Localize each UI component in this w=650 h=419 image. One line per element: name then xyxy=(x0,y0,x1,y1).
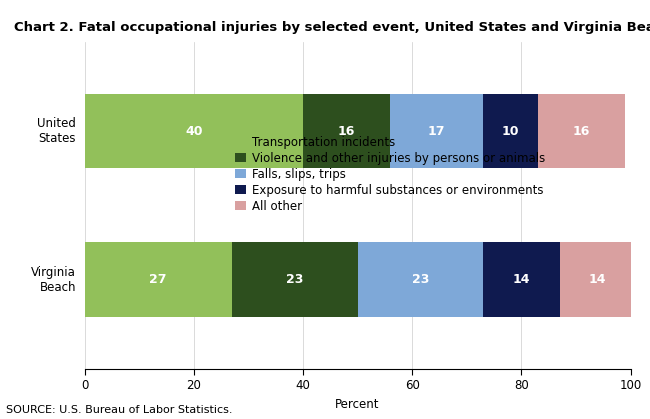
Text: 14: 14 xyxy=(513,273,530,286)
Bar xyxy=(390,94,483,168)
Text: Chart 2. Fatal occupational injuries by selected event, United States and Virgin: Chart 2. Fatal occupational injuries by … xyxy=(14,21,650,34)
Bar xyxy=(84,94,303,168)
Text: 10: 10 xyxy=(502,124,519,137)
Text: 23: 23 xyxy=(411,273,429,286)
Bar xyxy=(483,94,538,168)
X-axis label: Percent: Percent xyxy=(335,398,380,411)
Bar xyxy=(303,94,390,168)
Text: 14: 14 xyxy=(589,273,606,286)
Bar xyxy=(358,243,483,317)
Text: 40: 40 xyxy=(185,124,202,137)
Text: 27: 27 xyxy=(150,273,167,286)
Text: SOURCE: U.S. Bureau of Labor Statistics.: SOURCE: U.S. Bureau of Labor Statistics. xyxy=(6,405,233,415)
Text: 16: 16 xyxy=(338,124,356,137)
Text: 17: 17 xyxy=(428,124,445,137)
Bar xyxy=(232,243,358,317)
Bar xyxy=(483,243,560,317)
Text: 23: 23 xyxy=(286,273,304,286)
Bar xyxy=(538,94,625,168)
Bar xyxy=(560,243,636,317)
Legend: Transportation incidents, Violence and other injuries by persons or animals, Fal: Transportation incidents, Violence and o… xyxy=(235,136,545,213)
Text: 16: 16 xyxy=(573,124,590,137)
Bar xyxy=(84,243,232,317)
